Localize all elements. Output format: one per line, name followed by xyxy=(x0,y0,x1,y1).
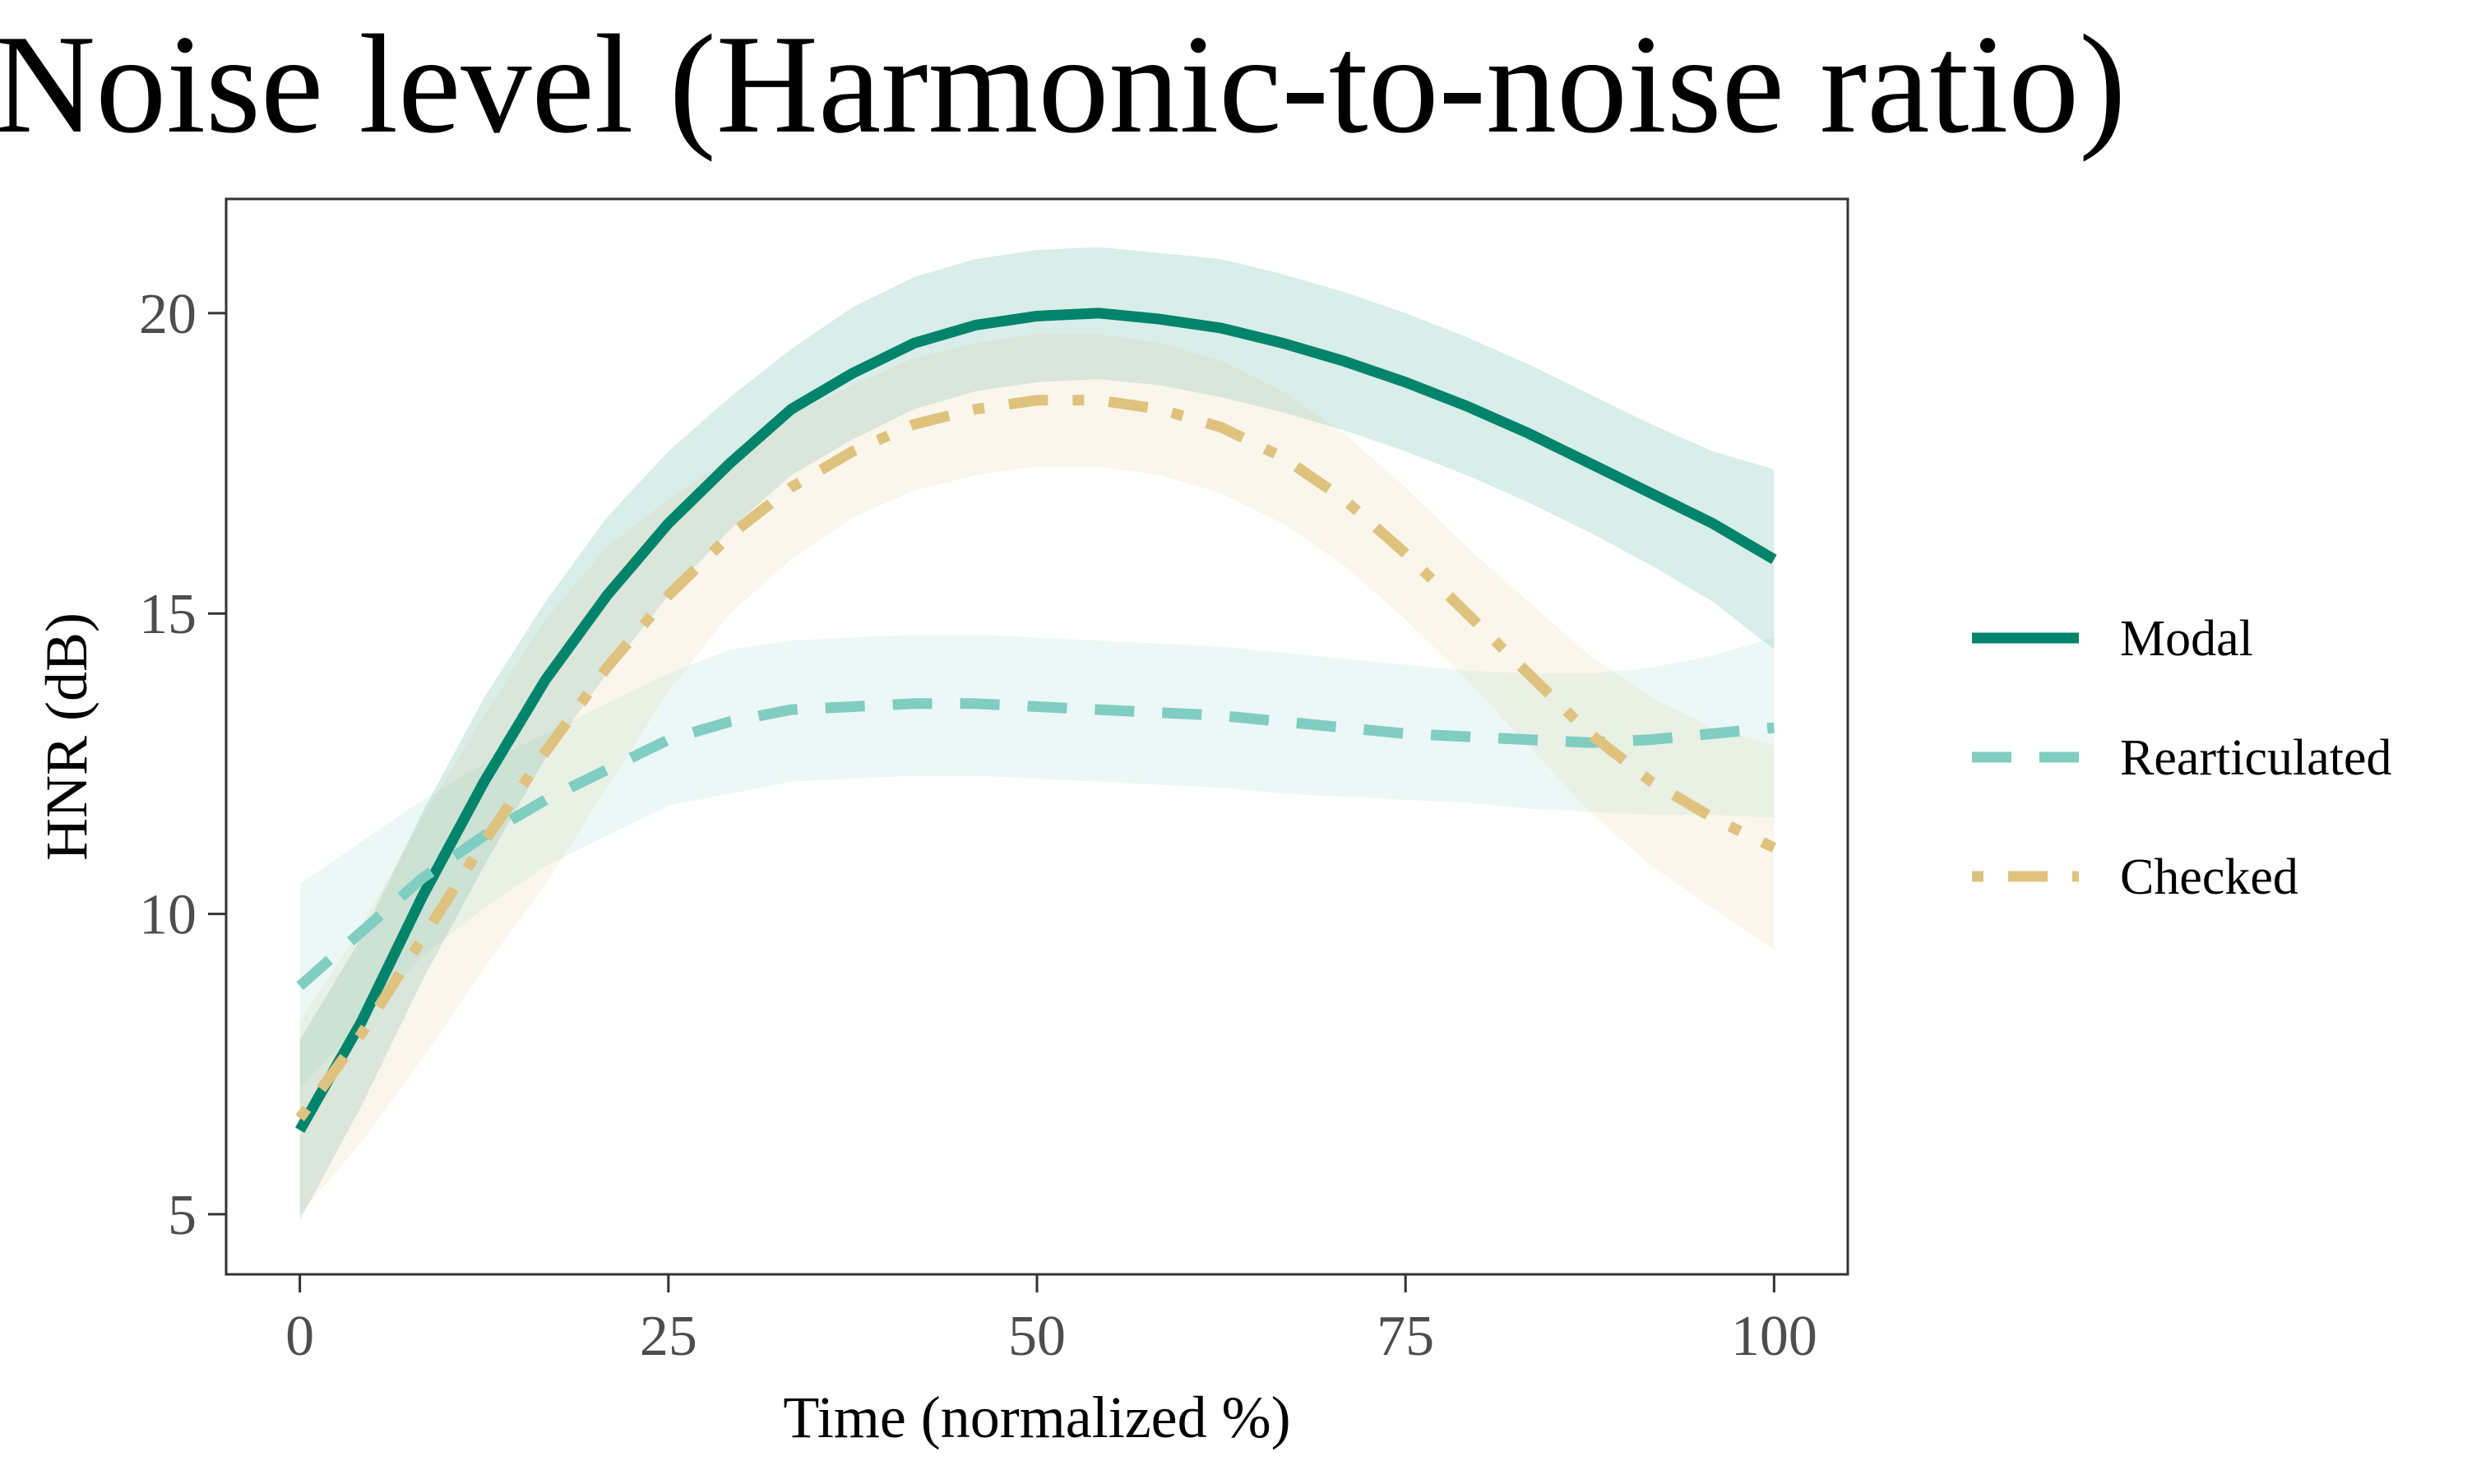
x-axis: 0 25 50 75 100 xyxy=(285,1274,1817,1368)
checked-line xyxy=(295,395,1777,1121)
confidence-bands xyxy=(299,247,1775,1221)
x-tick-label: 25 xyxy=(640,1305,697,1368)
y-tick-label: 10 xyxy=(139,884,197,947)
rearticulated-legend-label: Rearticulated xyxy=(2120,730,2392,786)
modal-line xyxy=(294,307,1777,1133)
chart-title: Noise level (Harmonic-to-noise ratio) xyxy=(0,7,2126,163)
checked-confidence-band xyxy=(299,334,1775,1214)
x-axis-title: Time (normalized %) xyxy=(783,1385,1290,1450)
y-tick-label: 5 xyxy=(168,1184,197,1247)
x-tick-label: 0 xyxy=(285,1305,314,1368)
x-tick-label: 50 xyxy=(1008,1305,1066,1368)
checked-legend-label: Checked xyxy=(2120,849,2298,905)
y-axis: 5 10 15 20 xyxy=(139,283,226,1247)
modal-confidence-band xyxy=(299,247,1775,1221)
y-tick-label: 20 xyxy=(139,283,197,346)
series-lines xyxy=(294,307,1777,1133)
x-tick-label: 100 xyxy=(1731,1305,1817,1368)
y-axis-title: HNR (dB) xyxy=(34,613,100,861)
y-tick-label: 15 xyxy=(139,583,197,646)
modal-legend-label: Modal xyxy=(2120,611,2253,667)
rearticulated-line xyxy=(296,698,1775,991)
rearticulated-confidence-band xyxy=(299,634,1775,1089)
x-tick-label: 75 xyxy=(1377,1305,1434,1368)
plot-panel xyxy=(224,197,1849,1276)
legend: Modal Rearticulated Checked xyxy=(1972,611,2392,905)
